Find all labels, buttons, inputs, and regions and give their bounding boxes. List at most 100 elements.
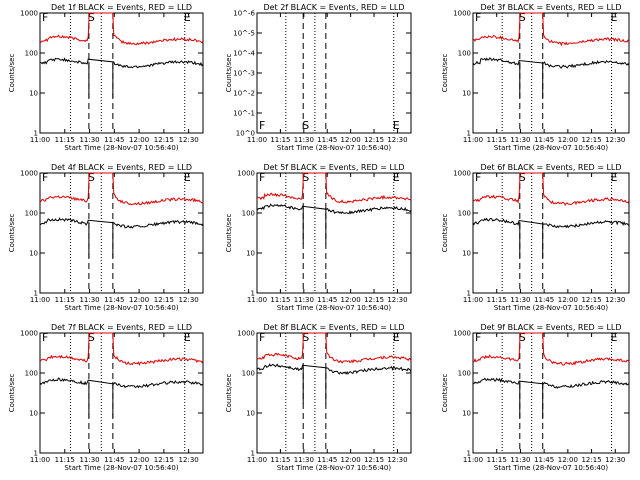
y-tick-label: 100 bbox=[458, 370, 471, 378]
plot-frame bbox=[39, 12, 204, 134]
panel-title: Det 5f BLACK = Events, RED = LLD bbox=[263, 163, 404, 172]
marker-f: F bbox=[42, 171, 48, 184]
lld-series-line bbox=[472, 172, 630, 207]
x-tick-label: 12:00 bbox=[129, 136, 149, 144]
x-tick-label: 12:00 bbox=[341, 136, 361, 144]
y-tick-label: 10 bbox=[29, 90, 38, 98]
x-tick-label: 11:45 bbox=[317, 456, 337, 464]
marker-f: F bbox=[475, 11, 481, 24]
y-tick-label: 1000 bbox=[20, 170, 38, 178]
x-tick-label: 11:30 bbox=[79, 136, 99, 144]
lld-series-line bbox=[256, 172, 412, 204]
x-tick-label: 11:45 bbox=[534, 456, 554, 464]
y-tick-label: 1000 bbox=[453, 10, 471, 18]
det-panel-6: Det 6f BLACK = Events, RED = LLD 11:00 11:… bbox=[441, 163, 630, 312]
x-tick-label: 11:45 bbox=[317, 296, 337, 304]
marker-e: E bbox=[184, 331, 191, 344]
y-tick-label: 10 bbox=[462, 410, 471, 418]
events-series-line bbox=[256, 203, 412, 215]
det-panel-7: Det 7f BLACK = Events, RED = LLD 11:00 11:… bbox=[8, 323, 204, 472]
y-tick-label: 10 bbox=[462, 90, 471, 98]
x-tick-label: 12:15 bbox=[364, 296, 384, 304]
x-axis-label: Start Time (28-Nov-07 10:56:40) bbox=[494, 464, 608, 472]
y-axis-label: Counts/sec bbox=[441, 54, 449, 93]
x-tick-label: 11:00 bbox=[30, 456, 50, 464]
y-tick-label: 10^-1 bbox=[233, 110, 255, 118]
det-panel-4: Det 4f BLACK = Events, RED = LLD 11:00 11:… bbox=[8, 163, 204, 312]
x-tick-label: 12:15 bbox=[364, 456, 384, 464]
y-tick-label: 10^-3 bbox=[233, 70, 255, 78]
det-panel-9: Det 9f BLACK = Events, RED = LLD 11:00 11:… bbox=[441, 323, 630, 472]
x-tick-label: 12:00 bbox=[341, 456, 361, 464]
x-tick-label: 12:30 bbox=[179, 296, 199, 304]
x-tick-label: 11:00 bbox=[247, 456, 267, 464]
x-axis-label: Start Time (28-Nov-07 10:56:40) bbox=[494, 304, 608, 312]
panel-title: Det 3f BLACK = Events, RED = LLD bbox=[480, 3, 621, 12]
panel-title: Det 9f BLACK = Events, RED = LLD bbox=[480, 323, 621, 332]
panel-title: Det 1f BLACK = Events, RED = LLD bbox=[51, 3, 192, 12]
marker-s: S bbox=[519, 331, 526, 344]
lld-series-line bbox=[472, 12, 630, 47]
x-tick-label: 11:00 bbox=[247, 136, 267, 144]
marker-f: F bbox=[475, 171, 481, 184]
x-tick-label: 11:30 bbox=[510, 296, 530, 304]
x-tick-label: 11:00 bbox=[463, 136, 483, 144]
plot-frame bbox=[472, 332, 630, 454]
marker-s: S bbox=[88, 171, 95, 184]
y-axis-label: Counts/sec bbox=[225, 214, 233, 253]
y-tick-label: 100 bbox=[458, 50, 471, 58]
x-tick-label: 11:30 bbox=[510, 456, 530, 464]
x-tick-label: 12:30 bbox=[605, 296, 625, 304]
y-tick-label: 1000 bbox=[453, 170, 471, 178]
lld-series-line bbox=[473, 332, 630, 366]
x-tick-label: 11:45 bbox=[534, 136, 554, 144]
y-tick-label: 10 bbox=[29, 410, 38, 418]
x-tick-label: 12:30 bbox=[387, 296, 407, 304]
x-tick-label: 12:00 bbox=[558, 136, 578, 144]
x-tick-label: 11:30 bbox=[79, 456, 99, 464]
y-tick-label: 10^-6 bbox=[233, 10, 255, 18]
y-tick-label: 1000 bbox=[20, 330, 38, 338]
x-tick-label: 12:00 bbox=[558, 456, 578, 464]
x-tick-label: 11:45 bbox=[534, 296, 554, 304]
events-series-line bbox=[472, 377, 630, 389]
x-axis-label: Start Time (28-Nov-07 10:56:40) bbox=[64, 144, 178, 152]
x-tick-label: 11:00 bbox=[463, 456, 483, 464]
lld-series-line bbox=[39, 12, 204, 46]
y-tick-label: 10^-5 bbox=[233, 30, 255, 38]
y-tick-label: 100 bbox=[25, 50, 38, 58]
x-tick-label: 12:15 bbox=[154, 136, 174, 144]
y-tick-label: 100 bbox=[25, 210, 38, 218]
marker-e: E bbox=[611, 11, 618, 24]
x-tick-label: 12:15 bbox=[581, 136, 601, 144]
plot-frame bbox=[39, 172, 204, 294]
y-tick-label: 1 bbox=[251, 450, 255, 458]
panel-title: Det 2f BLACK = Events, RED = LLD bbox=[263, 3, 404, 12]
marker-e: E bbox=[611, 331, 618, 344]
x-tick-label: 11:15 bbox=[487, 456, 507, 464]
y-tick-label: 100 bbox=[458, 210, 471, 218]
marker-s: S bbox=[88, 331, 95, 344]
marker-f: F bbox=[259, 331, 265, 344]
x-tick-label: 12:00 bbox=[558, 296, 578, 304]
marker-e: E bbox=[184, 11, 191, 24]
det-panel-1: Det 1f BLACK = Events, RED = LLD 11:00 11:… bbox=[8, 3, 204, 152]
marker-s: S bbox=[302, 171, 309, 184]
panel-title: Det 7f BLACK = Events, RED = LLD bbox=[51, 323, 192, 332]
marker-s: S bbox=[302, 119, 309, 132]
y-axis-label: Counts/sec bbox=[441, 374, 449, 413]
x-axis-label: Start Time (28-Nov-07 10:56:40) bbox=[64, 304, 178, 312]
x-tick-label: 12:30 bbox=[387, 456, 407, 464]
x-tick-label: 12:15 bbox=[364, 136, 384, 144]
x-tick-label: 12:00 bbox=[129, 296, 149, 304]
marker-f: F bbox=[475, 331, 481, 344]
y-tick-label: 100 bbox=[242, 370, 255, 378]
x-tick-label: 11:15 bbox=[487, 136, 507, 144]
x-tick-label: 11:15 bbox=[270, 296, 290, 304]
x-tick-label: 12:15 bbox=[581, 456, 601, 464]
events-series-line bbox=[472, 217, 630, 229]
x-tick-label: 11:30 bbox=[510, 136, 530, 144]
